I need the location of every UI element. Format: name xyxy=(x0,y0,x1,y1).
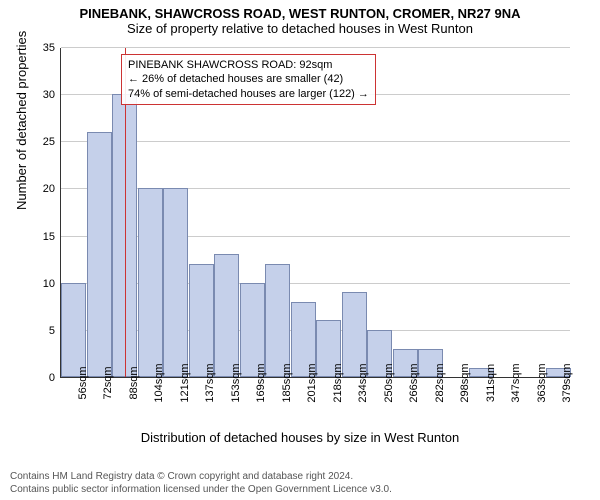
x-tick-label: 201sqm xyxy=(306,363,318,402)
gridline xyxy=(61,47,570,48)
footer-line-1: Contains HM Land Registry data © Crown c… xyxy=(10,470,392,483)
y-tick-label: 15 xyxy=(25,231,55,243)
y-tick-label: 25 xyxy=(25,136,55,148)
y-tick-label: 20 xyxy=(25,183,55,195)
x-tick-label: 185sqm xyxy=(281,363,293,402)
bar xyxy=(214,254,239,377)
bar xyxy=(138,188,163,377)
x-tick-label: 379sqm xyxy=(561,363,573,402)
x-tick-label: 234sqm xyxy=(357,363,369,402)
annotation-box: PINEBANK SHAWCROSS ROAD: 92sqm← 26% of d… xyxy=(121,54,376,105)
x-tick-label: 347sqm xyxy=(510,363,522,402)
bar xyxy=(87,132,112,377)
x-tick-label: 56sqm xyxy=(77,366,89,399)
x-tick-label: 282sqm xyxy=(434,363,446,402)
x-tick-label: 137sqm xyxy=(204,363,216,402)
x-tick-label: 311sqm xyxy=(485,364,497,402)
gridline xyxy=(61,141,570,142)
footer-line-2: Contains public sector information licen… xyxy=(10,483,392,496)
chart-title: PINEBANK, SHAWCROSS ROAD, WEST RUNTON, C… xyxy=(0,0,600,21)
x-tick-label: 250sqm xyxy=(383,363,395,402)
x-tick-label: 88sqm xyxy=(128,366,140,399)
bar xyxy=(265,264,290,377)
footer: Contains HM Land Registry data © Crown c… xyxy=(10,470,392,496)
y-tick-label: 5 xyxy=(25,325,55,337)
x-tick-label: 169sqm xyxy=(255,363,267,402)
bar xyxy=(61,283,86,377)
x-tick-label: 104sqm xyxy=(153,363,165,402)
annotation-line: PINEBANK SHAWCROSS ROAD: 92sqm xyxy=(128,58,369,72)
y-tick-label: 0 xyxy=(25,372,55,384)
y-tick-label: 10 xyxy=(25,278,55,290)
bar xyxy=(163,188,188,377)
plot-region: PINEBANK SHAWCROSS ROAD: 92sqm← 26% of d… xyxy=(60,48,570,378)
chart-subtitle: Size of property relative to detached ho… xyxy=(0,21,600,38)
chart-container: PINEBANK, SHAWCROSS ROAD, WEST RUNTON, C… xyxy=(0,0,600,500)
bar xyxy=(189,264,214,377)
y-tick-label: 30 xyxy=(25,89,55,101)
x-tick-label: 363sqm xyxy=(536,363,548,402)
x-axis-label: Distribution of detached houses by size … xyxy=(0,430,600,445)
annotation-line: ← 26% of detached houses are smaller (42… xyxy=(128,72,369,86)
x-tick-label: 121sqm xyxy=(179,363,191,402)
x-tick-label: 153sqm xyxy=(230,363,242,402)
x-tick-label: 298sqm xyxy=(459,363,471,402)
chart-area: PINEBANK SHAWCROSS ROAD: 92sqm← 26% of d… xyxy=(60,48,570,378)
x-tick-label: 72sqm xyxy=(102,366,114,399)
x-tick-label: 218sqm xyxy=(332,363,344,402)
y-tick-label: 35 xyxy=(25,42,55,54)
annotation-line: 74% of semi-detached houses are larger (… xyxy=(128,87,369,101)
x-tick-label: 266sqm xyxy=(408,363,420,402)
